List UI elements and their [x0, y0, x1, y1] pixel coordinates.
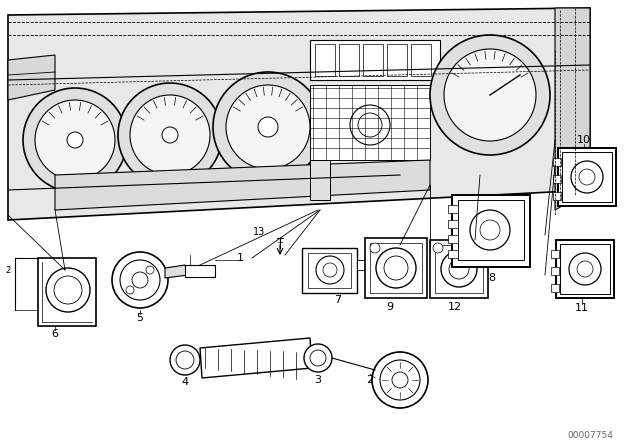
- Bar: [448, 235, 458, 243]
- Circle shape: [120, 260, 160, 300]
- Bar: [558, 148, 616, 206]
- Bar: [370, 243, 422, 293]
- Circle shape: [226, 85, 310, 169]
- Circle shape: [46, 268, 90, 312]
- Bar: [357, 260, 369, 270]
- Circle shape: [449, 259, 469, 279]
- Circle shape: [380, 360, 420, 400]
- Circle shape: [569, 253, 601, 285]
- Circle shape: [54, 276, 82, 304]
- Circle shape: [304, 344, 332, 372]
- Bar: [562, 152, 612, 202]
- Circle shape: [577, 261, 593, 277]
- Text: 3: 3: [314, 375, 321, 385]
- Polygon shape: [8, 55, 55, 100]
- Bar: [310, 85, 430, 160]
- Bar: [185, 265, 215, 277]
- Circle shape: [376, 248, 416, 288]
- Bar: [448, 220, 458, 228]
- Circle shape: [350, 105, 390, 145]
- Circle shape: [130, 95, 210, 175]
- Circle shape: [258, 117, 278, 137]
- Bar: [308, 253, 351, 288]
- Circle shape: [162, 127, 178, 143]
- Circle shape: [213, 72, 323, 182]
- Circle shape: [67, 132, 83, 148]
- Text: 00007754: 00007754: [567, 431, 613, 439]
- Circle shape: [571, 161, 603, 193]
- Circle shape: [392, 372, 408, 388]
- Circle shape: [176, 351, 194, 369]
- Circle shape: [358, 113, 382, 137]
- Circle shape: [323, 263, 337, 277]
- Bar: [458, 200, 524, 260]
- Bar: [448, 250, 458, 258]
- Bar: [452, 195, 530, 267]
- Bar: [430, 240, 488, 298]
- Text: 4: 4: [181, 377, 189, 387]
- Circle shape: [112, 252, 168, 308]
- Text: 2: 2: [367, 375, 374, 385]
- Bar: [551, 250, 559, 258]
- Bar: [553, 175, 561, 183]
- Text: 10: 10: [577, 135, 591, 145]
- Text: 2: 2: [5, 266, 11, 275]
- Polygon shape: [555, 8, 590, 210]
- Circle shape: [146, 266, 154, 274]
- Circle shape: [441, 251, 477, 287]
- Bar: [363, 44, 383, 76]
- Circle shape: [118, 83, 222, 187]
- Polygon shape: [55, 160, 430, 210]
- Text: 5: 5: [136, 313, 143, 323]
- Circle shape: [126, 286, 134, 294]
- Text: 1: 1: [237, 253, 243, 263]
- Bar: [553, 192, 561, 200]
- Bar: [560, 244, 610, 294]
- Text: 11: 11: [575, 303, 589, 313]
- Circle shape: [23, 88, 127, 192]
- Bar: [411, 44, 431, 76]
- Text: 12: 12: [448, 302, 462, 312]
- Bar: [302, 248, 357, 293]
- Bar: [310, 40, 440, 80]
- Bar: [435, 245, 483, 293]
- Circle shape: [444, 49, 536, 141]
- Circle shape: [579, 169, 595, 185]
- Text: 13: 13: [253, 227, 265, 237]
- Circle shape: [170, 345, 200, 375]
- Circle shape: [470, 210, 510, 250]
- Circle shape: [372, 352, 428, 408]
- Polygon shape: [200, 338, 312, 378]
- Bar: [556, 240, 614, 298]
- Circle shape: [316, 256, 344, 284]
- Circle shape: [370, 243, 380, 253]
- Bar: [339, 44, 359, 76]
- Bar: [551, 284, 559, 292]
- Bar: [365, 238, 427, 298]
- Bar: [553, 158, 561, 166]
- Circle shape: [35, 100, 115, 180]
- Bar: [315, 44, 335, 76]
- Text: 8: 8: [488, 273, 495, 283]
- Text: 9: 9: [387, 302, 394, 312]
- Bar: [551, 267, 559, 275]
- Bar: [448, 205, 458, 213]
- Bar: [387, 44, 407, 76]
- Circle shape: [480, 220, 500, 240]
- Circle shape: [430, 35, 550, 155]
- Text: 6: 6: [51, 329, 58, 339]
- Circle shape: [132, 272, 148, 288]
- Circle shape: [310, 350, 326, 366]
- Circle shape: [384, 256, 408, 280]
- Polygon shape: [8, 8, 590, 220]
- Bar: [38, 258, 96, 326]
- Bar: [310, 160, 330, 200]
- Polygon shape: [165, 265, 188, 278]
- Circle shape: [433, 243, 443, 253]
- Text: 7: 7: [335, 295, 342, 305]
